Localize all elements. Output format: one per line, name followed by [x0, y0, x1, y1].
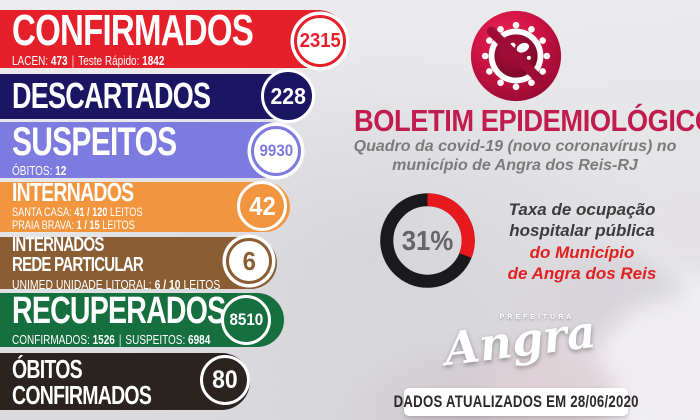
sub-label: PRAIA BRAVA: [12, 220, 75, 233]
sub-suffix: LEITOS [183, 276, 221, 292]
sub-label: SUSPEITOS: [125, 332, 186, 347]
stat-banner-obitos-confirmados: ÓBITOS CONFIRMADOS 80 [0, 353, 250, 410]
stat-banner-confirmados: CONFIRMADOS LACEN: 473 | Teste Rápido: 184… [0, 5, 347, 68]
stat-value-confirmados: 2315 [294, 15, 346, 67]
sub-value: 6984 [188, 332, 211, 347]
donut-arc-occupied [380, 193, 475, 288]
stat-label-internados: INTERNADOS [12, 176, 134, 207]
sub-label: Teste Rápido: [78, 54, 140, 69]
occupancy-percent-label: 31% [401, 224, 454, 256]
stat-number: 8510 [229, 310, 263, 329]
stat-label-suspeitos: SUSPEITOS [12, 119, 177, 164]
stat-label-obitos-line1: ÓBITOS [12, 353, 83, 384]
stat-banner-internados: INTERNADOS SANTA CASA: 41 / 120 LEITOS P… [0, 176, 290, 234]
stat-banner-suspeitos: SUSPEITOS ÓBITOS: 12 9930 [0, 119, 301, 178]
occupancy-caption-line1: Taxa de ocupação [508, 200, 656, 219]
occupancy-caption-line3: do Município [529, 242, 635, 262]
update-date-text: DADOS ATUALIZADOS EM 28/06/2020 [393, 392, 639, 411]
occupancy-caption-line2: hospitalar pública [509, 221, 655, 241]
stat-banner-recuperados: RECUPERADOS CONFIRMADOS: 1526 | SUSPEITOS:… [0, 290, 284, 347]
stat-label-confirmados: CONFIRMADOS [12, 5, 254, 55]
stat-label-descartados: DESCARTADOS [12, 75, 211, 117]
stat-sublabel-recuperados: CONFIRMADOS: 1526 | SUSPEITOS: 6984 [12, 333, 230, 347]
stat-number: 42 [248, 190, 276, 221]
prefeitura-angra-logo: PREFEITURA Angra [425, 305, 615, 376]
stat-sublabel-suspeitos: ÓBITOS: 12 [12, 164, 239, 178]
sub-label: CONFIRMADOS: [12, 332, 90, 347]
stat-number: 80 [212, 365, 238, 394]
separator: | [118, 332, 122, 347]
stat-banner-internados-rede-particular: INTERNADOS REDE PARTICULAR UNIMED UNIDAD… [0, 233, 277, 292]
sub-label: SANTA CASA: [12, 206, 72, 219]
sub-label: LACEN: [12, 54, 49, 69]
sub-label: UNIMED UNIDADE LITORAL: [12, 276, 152, 292]
update-date-badge: DADOS ATUALIZADOS EM 28/06/2020 [393, 388, 638, 416]
stat-sublabel-confirmados: LACEN: 473 | Teste Rápido: 1842 [12, 54, 280, 68]
stat-value-suspeitos: 9930 [251, 126, 301, 176]
stat-banner-descartados: DESCARTADOS 228 [0, 69, 315, 123]
no-coronavirus-icon [470, 10, 562, 102]
sub-value: 1 / 15 [76, 220, 100, 233]
sub-value: 6 / 10 [154, 276, 181, 292]
stat-label-recuperados: RECUPERADOS [12, 290, 226, 333]
bulletin-subtitle-line1: Quadro da covid-19 (novo coronavírus) no [353, 138, 677, 155]
stat-number: 2315 [299, 29, 341, 52]
bulletin-subtitle-line2: município de Angra dos Reis-RJ [392, 157, 638, 175]
stat-label-obitos-line2: CONFIRMADOS [12, 379, 152, 410]
bulletin-title: BOLETIM EPIDEMIOLÓGICO [353, 103, 700, 138]
separator: | [71, 54, 75, 69]
stat-value-internados: 42 [237, 181, 287, 231]
stat-sublabel-internados-praia-brava: PRAIA BRAVA: 1 / 15 LEITOS [12, 220, 234, 234]
sub-label: ÓBITOS: [12, 163, 53, 178]
stat-number: 9930 [259, 141, 293, 160]
stat-label-internados-line1: INTERNADOS [12, 233, 104, 256]
stat-value-obitos-confirmados: 80 [200, 355, 250, 405]
logo-prefeitura-label: PREFEITURA [499, 314, 575, 321]
stat-number: 228 [270, 82, 306, 109]
stat-sublabel-internados-santa-casa: SANTA CASA: 41 / 120 LEITOS [12, 207, 234, 221]
sub-value: 1842 [142, 54, 165, 69]
stat-label-rede-particular-line2: REDE PARTICULAR [12, 253, 144, 276]
sub-value: 12 [55, 163, 67, 178]
sub-value: 473 [50, 54, 68, 69]
stat-value-descartados: 228 [261, 69, 315, 123]
stat-value-recuperados: 8510 [221, 295, 271, 345]
occupancy-donut-chart: 31% [379, 192, 476, 289]
bulletin-subtitle: Quadro da covid-19 (novo coronavírus) no… [335, 137, 695, 175]
stat-number: 6 [242, 245, 256, 276]
stat-value-internados-rede-particular: 6 [226, 238, 272, 284]
sub-suffix: LEITOS [102, 220, 135, 233]
occupancy-caption: Taxa de ocupação hospitalar pública do M… [492, 199, 672, 284]
sub-value: 1526 [92, 332, 115, 347]
sub-suffix: LEITOS [110, 206, 143, 219]
stat-sublabel-unimed: UNIMED UNIDADE LITORAL: 6 / 10 LEITOS [12, 277, 224, 292]
sub-value: 41 / 120 [74, 206, 108, 219]
occupancy-caption-line4: de Angra dos Reis [507, 263, 657, 283]
